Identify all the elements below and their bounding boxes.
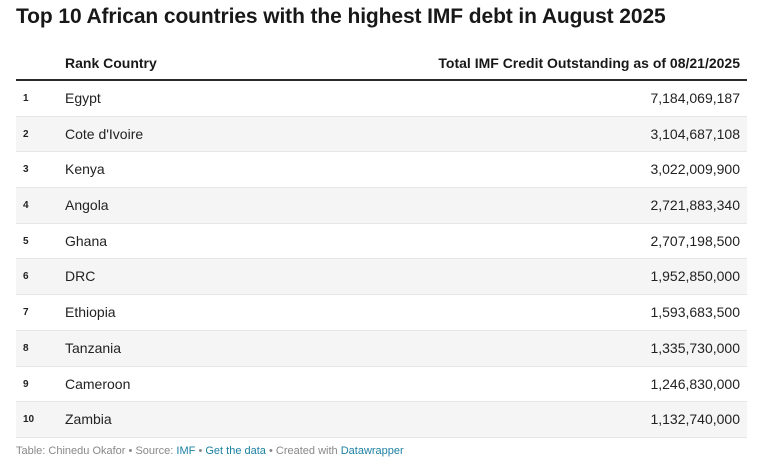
row-country: Ethiopia xyxy=(65,304,116,321)
header-credit-outstanding: Total IMF Credit Outstanding as of 08/21… xyxy=(438,55,740,71)
table-row: 5 Ghana 2,707,198,500 xyxy=(16,224,747,260)
table-row: 3 Kenya 3,022,009,900 xyxy=(16,152,747,189)
row-rank: 8 xyxy=(23,342,29,354)
row-credit-value: 1,952,850,000 xyxy=(650,268,740,285)
footer-separator: • xyxy=(198,445,203,457)
row-credit-value: 1,132,740,000 xyxy=(650,411,740,428)
table-row: 7 Ethiopia 1,593,683,500 xyxy=(16,295,747,331)
footer-separator: • xyxy=(128,445,133,457)
row-country: Cote d'Ivoire xyxy=(65,125,144,142)
table-row: 4 Angola 2,721,883,340 xyxy=(16,188,747,224)
row-rank: 4 xyxy=(23,200,29,212)
table-body: 1 Egypt 7,184,069,187 2 Cote d'Ivoire 3,104,6… xyxy=(16,81,747,438)
footer: Table: Chinedu Okafor • Source: IMF • Ge… xyxy=(16,445,404,457)
row-rank: 5 xyxy=(23,235,29,247)
chart-title: Top 10 African countries with the highes… xyxy=(16,5,666,28)
row-rank: 2 xyxy=(23,128,29,140)
table-row: 8 Tanzania 1,335,730,000 xyxy=(16,330,747,367)
row-credit-value: 1,335,730,000 xyxy=(650,339,740,356)
row-country: DRC xyxy=(65,268,96,285)
row-credit-value: 1,593,683,500 xyxy=(650,304,740,321)
source-link[interactable]: IMF xyxy=(176,445,196,457)
row-country: Zambia xyxy=(65,411,112,428)
row-rank: 10 xyxy=(23,414,35,426)
row-credit-value: 1,246,830,000 xyxy=(650,375,740,392)
table-row: 10 Zambia 1,132,740,000 xyxy=(16,402,747,438)
row-credit-value: 2,707,198,500 xyxy=(650,232,740,249)
get-the-data-link[interactable]: Get the data xyxy=(205,445,266,457)
source-label: Source: xyxy=(135,445,174,457)
row-country: Cameroon xyxy=(65,375,131,392)
table-header: Rank Country Total IMF Credit Outstandin… xyxy=(16,44,747,81)
datawrapper-link[interactable]: Datawrapper xyxy=(340,445,404,457)
data-table: Rank Country Total IMF Credit Outstandin… xyxy=(16,44,747,438)
row-country: Tanzania xyxy=(65,339,122,356)
row-country: Ghana xyxy=(65,232,108,249)
row-country: Egypt xyxy=(65,90,101,106)
footer-separator: • xyxy=(268,445,273,457)
table-row: 2 Cote d'Ivoire 3,104,687,108 xyxy=(16,116,747,153)
table-row: 9 Cameroon 1,246,830,000 xyxy=(16,367,747,403)
row-rank: 1 xyxy=(23,93,29,104)
row-credit-value: 3,104,687,108 xyxy=(650,125,740,142)
row-country: Angola xyxy=(65,197,109,214)
created-with-label: Created with xyxy=(275,445,338,457)
row-credit-value: 2,721,883,340 xyxy=(650,197,740,214)
header-rank-country: Rank Country xyxy=(65,55,157,71)
row-credit-value: 7,184,069,187 xyxy=(650,90,740,106)
row-rank: 7 xyxy=(23,307,29,319)
row-rank: 3 xyxy=(23,164,29,176)
table-credit: Table: Chinedu Okafor xyxy=(16,445,126,457)
table-row: 6 DRC 1,952,850,000 xyxy=(16,259,747,296)
row-rank: 9 xyxy=(23,378,29,390)
row-country: Kenya xyxy=(65,161,105,178)
row-credit-value: 3,022,009,900 xyxy=(650,161,740,178)
row-rank: 6 xyxy=(23,271,29,283)
table-row: 1 Egypt 7,184,069,187 xyxy=(16,81,747,117)
